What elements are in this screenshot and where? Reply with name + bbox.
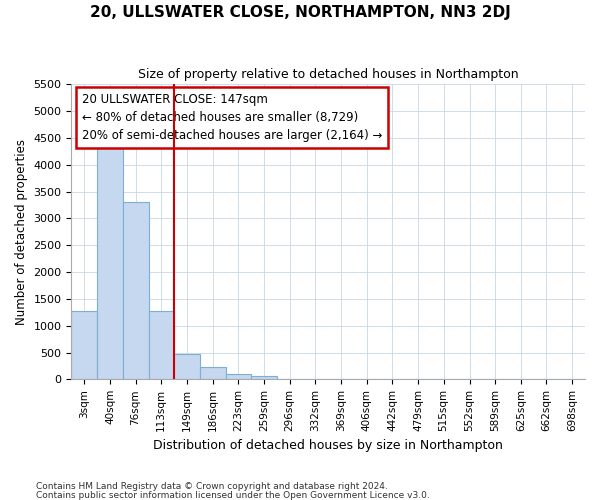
Y-axis label: Number of detached properties: Number of detached properties [15,139,28,325]
Text: Contains public sector information licensed under the Open Government Licence v3: Contains public sector information licen… [36,490,430,500]
Bar [71,311,97,380]
Bar [122,202,149,380]
Text: 20, ULLSWATER CLOSE, NORTHAMPTON, NN3 2DJ: 20, ULLSWATER CLOSE, NORTHAMPTON, NN3 2D… [89,5,511,20]
Text: 20 ULLSWATER CLOSE: 147sqm
← 80% of detached houses are smaller (8,729)
20% of s: 20 ULLSWATER CLOSE: 147sqm ← 80% of deta… [82,94,382,142]
Bar [149,311,174,380]
Title: Size of property relative to detached houses in Northampton: Size of property relative to detached ho… [138,68,518,80]
Bar [200,367,226,380]
Bar [226,374,251,380]
Text: Contains HM Land Registry data © Crown copyright and database right 2024.: Contains HM Land Registry data © Crown c… [36,482,388,491]
Bar [174,354,200,380]
X-axis label: Distribution of detached houses by size in Northampton: Distribution of detached houses by size … [153,440,503,452]
Bar [97,146,122,380]
Bar [251,376,277,380]
